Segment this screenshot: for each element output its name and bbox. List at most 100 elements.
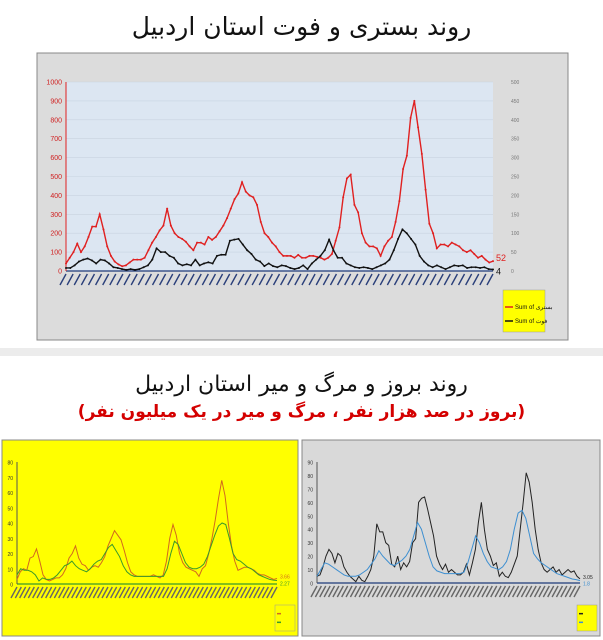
y-tick-label: 0 <box>310 582 313 588</box>
x-tick-label-mark <box>71 586 79 599</box>
x-tick-label-mark <box>10 586 18 599</box>
data-point <box>319 254 322 257</box>
data-point <box>392 249 395 252</box>
data-point <box>334 239 337 242</box>
x-tick-label-mark <box>159 273 167 286</box>
x-tick-label-mark <box>92 586 100 599</box>
x-tick-label-mark <box>110 586 118 599</box>
y-tick-label: 500 <box>50 174 62 181</box>
data-point <box>259 220 262 223</box>
data-point <box>360 232 363 235</box>
x-tick-label-mark <box>476 585 485 598</box>
x-tick-label-mark <box>314 585 322 598</box>
data-point <box>353 266 356 269</box>
top-title: روند بستری و فوت استان اردبیل <box>131 12 472 41</box>
x-tick-label-mark <box>280 273 288 286</box>
data-point <box>155 247 158 250</box>
x-tick-label-mark <box>208 273 217 286</box>
x-tick-label-mark <box>507 585 515 598</box>
x-tick-label-mark <box>230 273 238 286</box>
x-tick-label-mark <box>84 586 92 599</box>
data-point <box>254 258 257 261</box>
x-tick-label-mark <box>450 585 458 598</box>
data-point <box>222 224 225 227</box>
data-point <box>342 196 345 199</box>
data-point <box>461 264 464 267</box>
x-tick-label-mark <box>332 585 340 598</box>
data-point <box>312 254 315 257</box>
x-tick-label-mark <box>520 585 529 598</box>
x-tick-label-mark <box>459 585 467 598</box>
data-point <box>162 224 165 227</box>
x-tick-label-mark <box>481 585 489 598</box>
data-point <box>345 177 348 180</box>
y-tick-label: 30 <box>307 541 313 547</box>
data-point <box>300 256 303 259</box>
data-point <box>469 249 472 252</box>
data-point <box>397 237 400 240</box>
x-tick-label-mark <box>468 585 476 598</box>
data-point <box>65 266 67 269</box>
data-point <box>366 266 369 269</box>
data-point <box>177 235 180 238</box>
x-tick-label-mark <box>415 585 423 598</box>
y-right-tick-label: 350 <box>511 137 520 143</box>
data-point <box>106 245 109 248</box>
data-point <box>138 268 141 271</box>
data-point <box>372 245 375 248</box>
data-point <box>390 235 393 238</box>
x-tick-label-mark <box>127 586 135 599</box>
data-point <box>151 258 154 261</box>
x-tick-label-mark <box>308 273 316 286</box>
x-tick-label-mark <box>261 586 269 599</box>
data-point <box>424 188 427 191</box>
data-point <box>194 258 197 261</box>
x-tick-label-mark <box>494 585 502 598</box>
data-point <box>414 243 417 246</box>
data-point <box>338 226 341 229</box>
data-point <box>125 268 128 271</box>
x-tick-label-mark <box>116 273 124 286</box>
series-line-0 <box>316 472 581 583</box>
data-point <box>431 266 434 269</box>
x-tick-label-mark <box>294 273 302 286</box>
x-tick-label-mark <box>235 586 243 599</box>
y-tick-label: 0 <box>58 269 62 276</box>
x-tick-label-mark <box>205 586 213 599</box>
data-point <box>211 238 214 241</box>
data-point <box>284 265 287 268</box>
y-tick-label: 80 <box>307 474 313 480</box>
x-tick-label-mark <box>222 586 230 599</box>
x-tick-label-mark <box>472 585 480 598</box>
data-point <box>432 232 435 235</box>
data-point <box>480 254 483 257</box>
data-point <box>121 268 124 271</box>
data-point <box>98 213 101 216</box>
data-point <box>379 264 382 267</box>
data-point <box>384 262 387 265</box>
data-point <box>492 268 494 271</box>
y-right-tick-label: 50 <box>511 250 517 256</box>
data-point <box>173 232 176 235</box>
x-tick-label-mark <box>101 586 109 599</box>
x-tick-label-mark <box>123 273 131 286</box>
data-point <box>293 256 296 259</box>
y-tick-label: 50 <box>7 506 13 512</box>
x-tick-label-mark <box>358 585 366 598</box>
x-tick-label-mark <box>450 273 459 286</box>
y-tick-label: 40 <box>7 522 13 528</box>
data-point <box>82 258 85 261</box>
x-tick-label-mark <box>538 585 546 598</box>
data-point <box>211 262 214 265</box>
x-tick-label-mark <box>411 585 419 598</box>
data-point <box>345 262 348 265</box>
x-tick-label-mark <box>310 585 318 598</box>
data-point <box>83 245 86 248</box>
data-point <box>474 266 477 269</box>
x-tick-label-mark <box>465 273 473 286</box>
x-tick-label-mark <box>367 585 375 598</box>
data-point <box>473 252 476 255</box>
data-point <box>418 254 421 257</box>
y-tick-label: 10 <box>7 567 13 573</box>
y-tick-label: 30 <box>7 537 13 543</box>
